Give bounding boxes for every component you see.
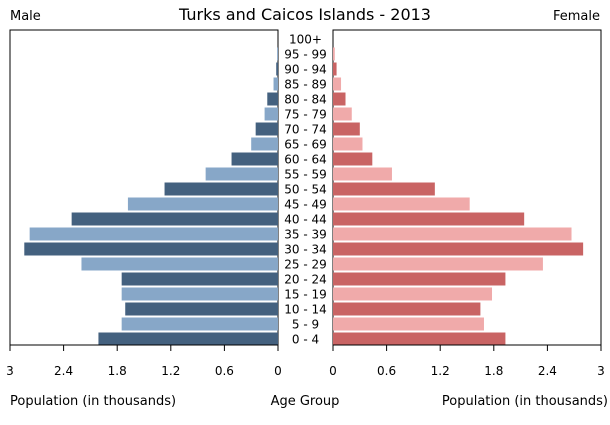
tick-label: 3 (597, 364, 605, 378)
female-bar (333, 62, 337, 76)
female-bar (333, 197, 470, 211)
female-bar (333, 137, 363, 151)
male-x-axis: 0 0.6 1.2 1.8 2.4 3 (6, 344, 282, 378)
male-bar (277, 47, 278, 61)
age-group-label: 60 - 64 (284, 153, 327, 167)
male-bar (164, 182, 278, 196)
male-bar (205, 167, 278, 181)
female-bar (333, 182, 435, 196)
tick-label: 0.6 (377, 364, 396, 378)
male-bar (24, 242, 278, 256)
male-label: Male (10, 9, 41, 24)
female-bar (333, 332, 506, 346)
tick-label: 2.4 (538, 364, 557, 378)
age-group-label: 65 - 69 (284, 138, 327, 152)
male-bar (71, 212, 278, 226)
male-bar (273, 77, 278, 91)
age-group-label: 15 - 19 (284, 288, 327, 302)
male-bar (276, 62, 278, 76)
tick-label: 1.8 (108, 364, 127, 378)
chart-title: Turks and Caicos Islands - 2013 (178, 5, 431, 24)
age-group-label: 90 - 94 (284, 63, 327, 77)
female-bar (333, 107, 352, 121)
male-axis-title: Population (in thousands) (10, 394, 176, 409)
male-bar (121, 272, 279, 286)
tick-label: 0.6 (215, 364, 234, 378)
female-bar (333, 272, 506, 286)
tick-label: 0 (329, 364, 337, 378)
age-group-axis-title: Age Group (271, 394, 340, 409)
female-bar (333, 92, 346, 106)
female-bar (333, 287, 493, 301)
age-group-label: 35 - 39 (284, 228, 327, 242)
tick-label: 0 (274, 364, 282, 378)
male-bar (267, 92, 278, 106)
male-bar (264, 107, 278, 121)
tick-label: 1.2 (431, 364, 450, 378)
female-bar (333, 152, 373, 166)
age-group-label: 75 - 79 (284, 108, 327, 122)
age-group-label: 70 - 74 (284, 123, 327, 137)
female-bar (333, 257, 543, 271)
male-bar (121, 317, 279, 331)
tick-label: 1.2 (161, 364, 180, 378)
female-bar (333, 47, 335, 61)
age-group-label: 10 - 14 (284, 303, 327, 317)
tick-label: 2.4 (54, 364, 73, 378)
age-group-label: 55 - 59 (284, 168, 327, 182)
age-group-label: 80 - 84 (284, 93, 327, 107)
tick-label: 3 (6, 364, 14, 378)
female-bar (333, 167, 392, 181)
female-bar (333, 122, 360, 136)
age-group-label: 30 - 34 (284, 243, 327, 257)
male-bars (24, 47, 279, 346)
male-bar (127, 197, 278, 211)
tick-label: 1.8 (484, 364, 503, 378)
age-group-label: 45 - 49 (284, 198, 327, 212)
male-bar (121, 287, 279, 301)
male-bar (98, 332, 278, 346)
male-bar (29, 227, 278, 241)
age-group-label: 0 - 4 (292, 333, 319, 347)
age-group-label: 100+ (289, 33, 322, 47)
age-group-label: 95 - 99 (284, 48, 327, 62)
male-bar (125, 302, 279, 316)
female-bar (333, 212, 525, 226)
age-group-label: 25 - 29 (284, 258, 327, 272)
male-bar (251, 137, 278, 151)
female-bars (333, 47, 584, 346)
age-group-label: 50 - 54 (284, 183, 327, 197)
age-group-label: 40 - 44 (284, 213, 327, 227)
age-group-label: 20 - 24 (284, 273, 327, 287)
male-bar (255, 122, 278, 136)
age-group-label: 5 - 9 (292, 318, 319, 332)
female-bar (333, 317, 484, 331)
male-bar (231, 152, 278, 166)
female-axis-title: Population (in thousands) (442, 394, 608, 409)
female-bar (333, 227, 572, 241)
female-x-axis: 0 0.6 1.2 1.8 2.4 3 (329, 344, 605, 378)
female-bar (333, 77, 342, 91)
female-bar (333, 242, 584, 256)
male-bar (81, 257, 278, 271)
female-label: Female (553, 9, 600, 24)
age-group-label: 85 - 89 (284, 78, 327, 92)
female-bar (333, 302, 481, 316)
